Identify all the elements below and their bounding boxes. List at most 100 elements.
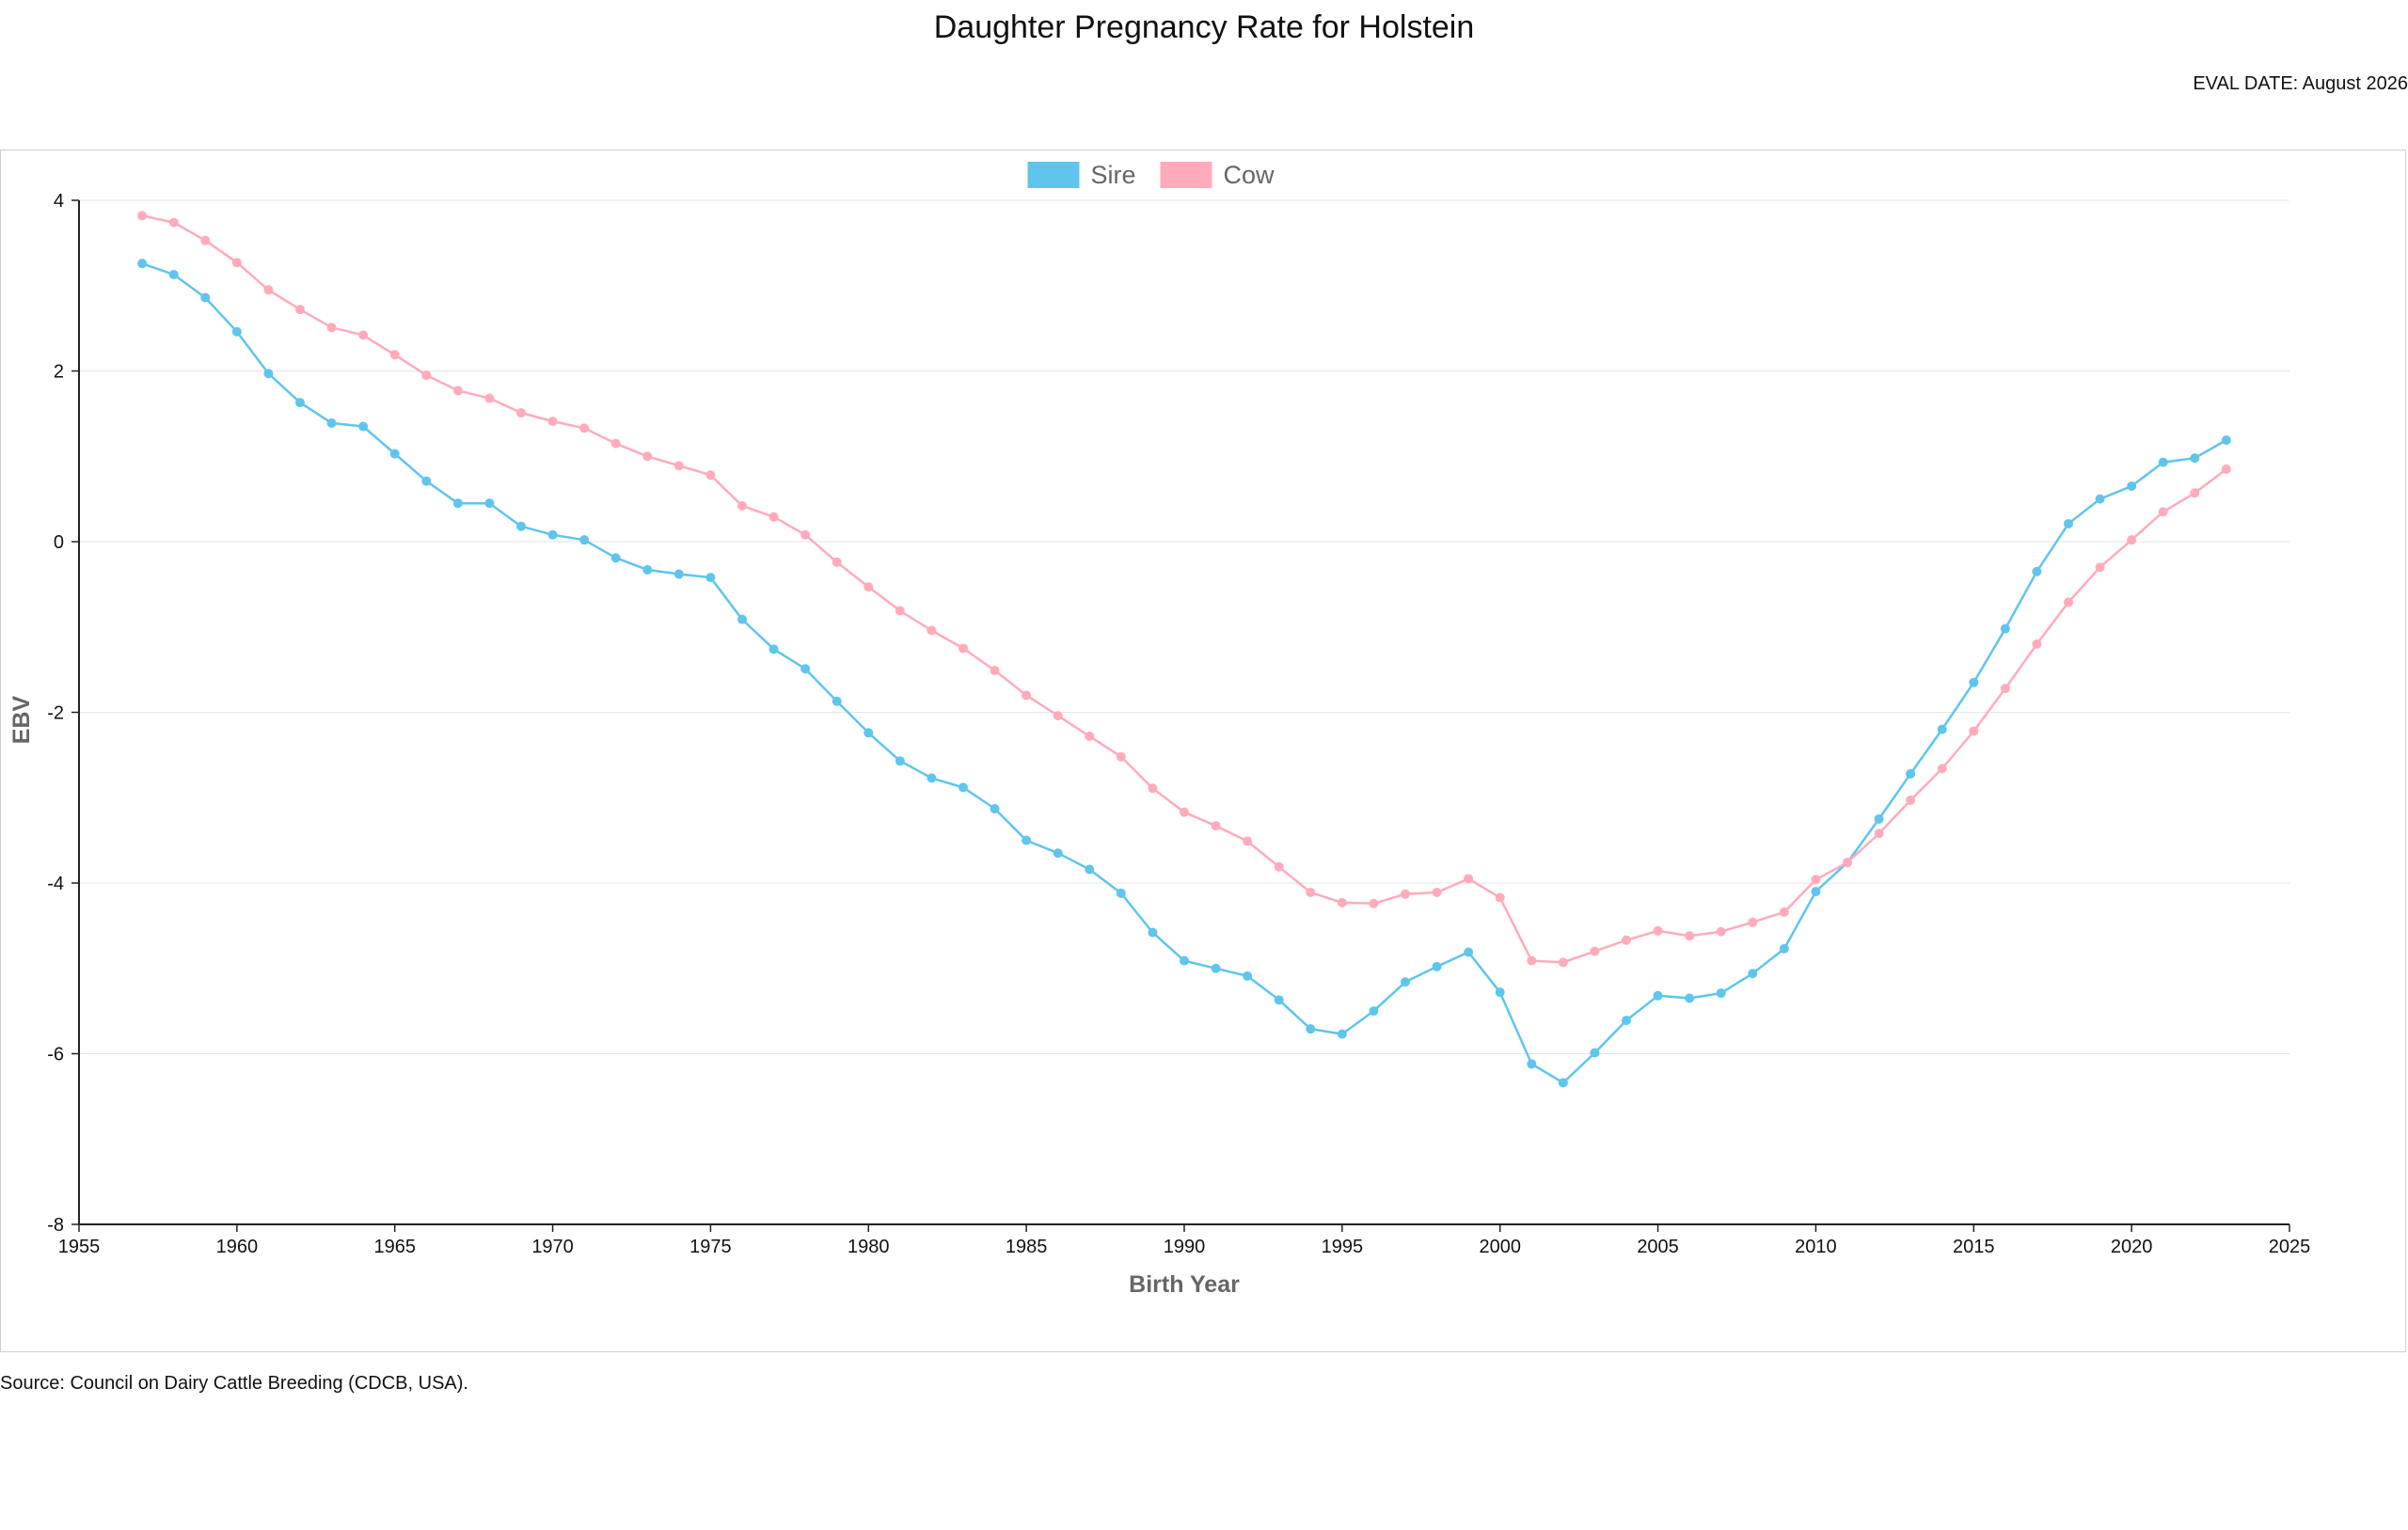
x-tick-label: 2010 — [1795, 1237, 1837, 1257]
data-point-cow — [1053, 711, 1063, 721]
x-tick-label: 1960 — [216, 1237, 259, 1257]
data-point-sire — [768, 644, 779, 655]
legend-label-cow: Cow — [1224, 161, 1275, 189]
data-point-cow — [168, 217, 179, 228]
data-point-sire — [1306, 1024, 1316, 1034]
data-point-cow — [137, 211, 148, 221]
x-tick-label: 1965 — [373, 1237, 416, 1257]
data-point-cow — [421, 371, 432, 381]
data-point-sire — [1180, 955, 1189, 966]
legend-swatch-cow — [1160, 162, 1212, 188]
data-point-sire — [137, 259, 148, 269]
data-point-sire — [1874, 813, 1884, 824]
data-point-sire — [1211, 963, 1221, 973]
data-point-sire — [610, 553, 621, 563]
x-tick-label: 1995 — [1322, 1237, 1364, 1257]
data-point-cow — [642, 451, 653, 462]
x-tick-label: 1985 — [1006, 1237, 1048, 1257]
data-point-cow — [1211, 821, 1221, 831]
data-point-cow — [2032, 639, 2042, 649]
data-point-sire — [1937, 724, 1947, 734]
x-tick-label: 1980 — [848, 1237, 890, 1257]
x-tick-label: 1975 — [689, 1237, 732, 1257]
series-line-cow — [141, 214, 2227, 964]
data-point-cow — [2095, 562, 2105, 573]
data-point-sire — [2190, 453, 2200, 464]
data-point-sire — [800, 664, 811, 674]
data-point-cow — [200, 235, 211, 245]
data-point-sire — [484, 498, 495, 509]
y-tick-label: -4 — [47, 874, 64, 894]
y-tick-label: -2 — [47, 703, 64, 724]
data-point-cow — [673, 461, 684, 471]
data-point-sire — [326, 418, 337, 428]
y-tick-label: -6 — [47, 1045, 64, 1065]
data-point-cow — [1558, 957, 1568, 968]
data-point-cow — [1432, 887, 1442, 897]
x-tick-label: 1955 — [58, 1237, 101, 1257]
data-point-sire — [1495, 987, 1505, 998]
data-point-cow — [1937, 764, 1947, 774]
data-point-cow — [358, 330, 369, 340]
data-point-sire — [863, 728, 874, 738]
legend[interactable]: Sire Cow — [1027, 161, 1275, 189]
data-point-cow — [389, 350, 400, 360]
x-tick-label: 2025 — [2269, 1237, 2311, 1257]
series-sire — [137, 259, 2231, 1088]
data-point-cow — [1306, 887, 1316, 897]
data-point-sire — [1779, 943, 1789, 954]
data-point-sire — [579, 535, 590, 545]
data-point-sire — [673, 569, 684, 579]
data-point-cow — [990, 666, 1000, 676]
data-point-cow — [516, 407, 526, 418]
y-tick-label: 0 — [54, 532, 64, 553]
data-point-cow — [579, 423, 590, 434]
data-point-cow — [2000, 684, 2010, 694]
data-point-cow — [231, 258, 242, 268]
data-point-sire — [990, 804, 1000, 814]
x-tick-labels: 1955 1960 1965 1970 1975 1980 1985 1990 1995 2000… — [58, 1237, 2311, 1257]
data-point-cow — [1369, 898, 1379, 908]
data-point-sire — [2064, 518, 2073, 528]
data-point-sire — [1906, 768, 1916, 779]
x-axis-title: Birth Year — [1129, 1271, 1240, 1298]
data-point-cow — [1337, 897, 1347, 907]
y-axis-title: EBV — [8, 695, 35, 744]
data-point-cow — [927, 625, 937, 636]
series-layer — [137, 211, 2231, 1088]
data-point-sire — [452, 498, 463, 509]
data-point-cow — [1464, 874, 1474, 884]
data-point-cow — [863, 582, 874, 592]
x-tick-label: 2005 — [1637, 1237, 1679, 1257]
x-tick-label: 2000 — [1479, 1237, 1521, 1257]
data-point-sire — [1401, 977, 1410, 987]
data-point-sire — [642, 564, 653, 575]
data-point-sire — [895, 756, 905, 766]
data-point-cow — [1622, 935, 1631, 945]
data-point-cow — [1811, 875, 1821, 885]
data-point-sire — [1716, 988, 1726, 999]
y-tick-labels: -8 -6 -4 -2 0 2 4 — [47, 191, 64, 1236]
data-point-cow — [1180, 807, 1189, 817]
data-point-cow — [832, 557, 842, 567]
data-point-sire — [421, 476, 432, 486]
data-point-cow — [1274, 861, 1284, 872]
data-point-cow — [2190, 488, 2200, 498]
data-point-sire — [2158, 457, 2168, 467]
data-point-sire — [1969, 677, 1979, 687]
legend-item-sire[interactable]: Sire — [1027, 161, 1136, 189]
data-point-sire — [2127, 481, 2137, 492]
data-point-cow — [1148, 783, 1158, 794]
data-point-cow — [2158, 507, 2168, 517]
data-point-sire — [705, 573, 716, 583]
data-point-sire — [1527, 1059, 1537, 1069]
legend-item-cow[interactable]: Cow — [1160, 161, 1275, 189]
data-point-sire — [295, 398, 305, 408]
data-point-cow — [1116, 751, 1126, 762]
data-point-sire — [1116, 888, 1126, 898]
data-point-cow — [895, 606, 905, 616]
grid-lines — [79, 199, 2289, 1054]
data-point-sire — [1022, 835, 1032, 845]
y-tick-label: -8 — [47, 1215, 64, 1236]
y-tick-label: 2 — [54, 362, 64, 383]
